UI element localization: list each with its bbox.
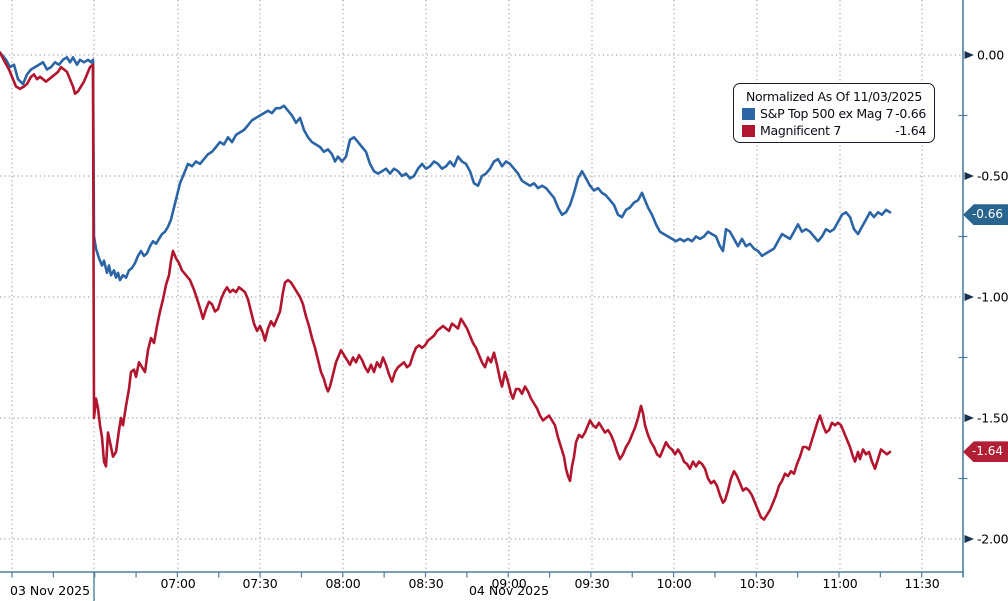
legend-row-sp-ex-mag7: S&P Top 500 ex Mag 7 -0.66 <box>742 105 926 122</box>
x-axis-label: 08:30 <box>408 576 444 591</box>
x-axis-label: 11:00 <box>822 576 858 591</box>
legend-series-name: S&P Top 500 ex Mag 7 <box>760 106 894 121</box>
chart-legend: Normalized As Of 11/03/2025 S&P Top 500 … <box>733 83 935 143</box>
legend-series-name: Magnificent 7 <box>760 123 842 138</box>
legend-series-value: -0.66 <box>895 106 926 121</box>
x-axis-label: 07:30 <box>242 576 278 591</box>
mag7-swatch-icon <box>742 124 755 137</box>
mag7-last-price-badge: -1.64 <box>963 441 1008 463</box>
mag7-line <box>0 51 892 521</box>
date-label-04-nov: 04 Nov 2025 <box>468 583 550 598</box>
x-axis-label: 10:30 <box>739 576 775 591</box>
x-axis-label: 09:30 <box>574 576 610 591</box>
y-axis-label: -1.00 <box>977 289 1008 305</box>
sp-ex-mag7-swatch-icon <box>742 107 755 120</box>
y-axis-label: -1.50 <box>977 410 1008 426</box>
legend-series-value: -1.64 <box>895 123 926 138</box>
y-tick-arrow-icon <box>964 414 974 422</box>
x-axis-label: 07:00 <box>160 576 196 591</box>
sp-ex-mag7-line <box>0 51 892 282</box>
y-axis-label: 0.00 <box>977 47 1005 63</box>
date-label-03-nov: 03 Nov 2025 <box>10 583 91 598</box>
sp-ex-mag7-last-price-badge: -0.66 <box>963 204 1008 226</box>
x-axis-label: 10:00 <box>656 576 692 591</box>
legend-row-mag7: Magnificent 7 -1.64 <box>742 122 926 139</box>
y-tick-arrow-icon <box>964 293 974 301</box>
y-axis-label: -2.00 <box>977 531 1008 547</box>
x-axis-label: 09:00 <box>491 576 527 591</box>
y-axis-label: -0.50 <box>977 168 1008 184</box>
y-tick-arrow-icon <box>964 535 974 543</box>
y-tick-arrow-icon <box>964 172 974 180</box>
x-axis-label: 11:30 <box>904 576 940 591</box>
y-tick-arrow-icon <box>964 51 974 59</box>
legend-title: Normalized As Of 11/03/2025 <box>745 89 923 104</box>
x-axis-label: 08:00 <box>325 576 361 591</box>
